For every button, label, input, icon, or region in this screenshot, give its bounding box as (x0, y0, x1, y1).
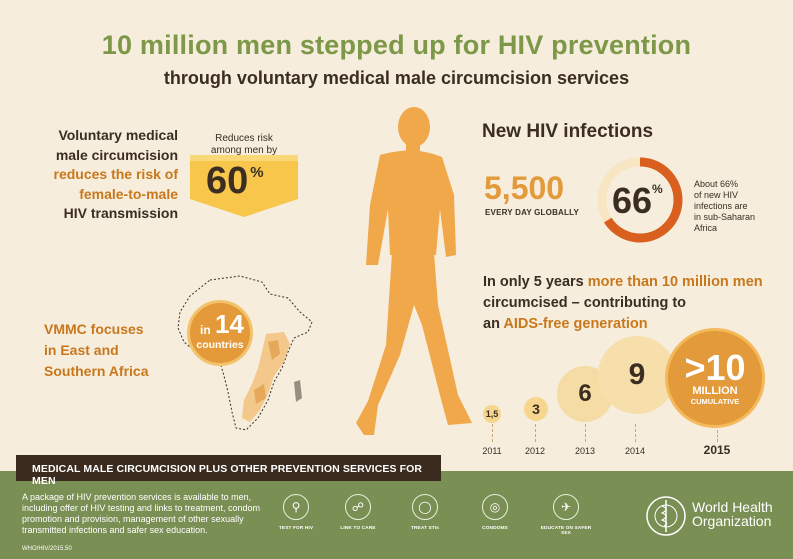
risk-value-number: 60 (206, 160, 249, 202)
countries-count: 14 (215, 309, 244, 339)
service-condoms: ◎ CONDOMS (465, 494, 525, 531)
timeline-connector (635, 424, 636, 442)
service-link-to-care: ☍ LINK TO CARE (328, 494, 388, 531)
service-educate-safer-sex: ✈ EDUCATE ON SAFER SEX (536, 494, 596, 536)
link-icon: ☍ (345, 494, 371, 520)
risk-value: 60% (206, 160, 264, 203)
bubble-value: 3 (532, 401, 540, 417)
year-bubble: 3 (524, 397, 548, 421)
growth-text-highlight: AIDS-free generation (503, 316, 648, 332)
cumulative-label: CUMULATIVE (690, 396, 740, 406)
page-subtitle: through voluntary medical male circumcis… (163, 68, 630, 88)
down-arrow-badge-icon (190, 155, 298, 217)
cumulative-value: >10 (684, 346, 746, 388)
year-label: 2012 (524, 446, 546, 456)
service-label: TREAT STIs (410, 526, 440, 531)
service-label: CONDOMS (482, 526, 508, 531)
growth-line: circumcised – contributing to (483, 295, 687, 311)
ring-description-line: Africa (694, 223, 718, 233)
ring-value: 66% (612, 180, 663, 222)
test-tube-icon: ⚲ (283, 494, 309, 520)
percentage-ring-icon (597, 157, 683, 243)
footer-heading: MEDICAL MALE CIRCUMCISION PLUS OTHER PRE… (16, 455, 441, 487)
focus-line: VMMC focuses (44, 321, 144, 337)
risk-statement: Voluntary medical male circumcision redu… (30, 126, 179, 224)
year-label: 2015 (703, 443, 731, 457)
risk-statement-highlight: reduces the risk of (53, 166, 179, 182)
timeline-connector (535, 424, 536, 442)
condom-icon: ◎ (482, 494, 508, 520)
speech-bubble-icon: ✈ (553, 494, 579, 520)
pill-icon: ◯ (412, 494, 438, 520)
timeline-connector (492, 424, 493, 442)
timeline-connector (717, 430, 718, 442)
daily-infections-label: EVERY DAY GLOBALLY (485, 208, 579, 217)
growth-text-highlight: more than 10 million men (587, 274, 763, 290)
focus-line: in East and (44, 342, 119, 358)
daily-infections-value: 5,500 (484, 170, 565, 206)
risk-statement-highlight: female-to-male (79, 185, 178, 202)
ring-description-line: infections are (694, 201, 748, 211)
growth-text-plain: In only 5 years (483, 274, 588, 290)
focus-line: Southern Africa (44, 363, 149, 379)
cumulative-bubble: >10 MILLION CUMULATIVE (665, 328, 765, 428)
risk-label-line: Reduces risk (215, 133, 273, 144)
bubble-value: 1,5 (485, 409, 499, 419)
who-name-line: Organization (692, 513, 772, 529)
who-name-line: World Health (692, 499, 773, 515)
new-infections-heading: New HIV infections (482, 121, 654, 142)
focus-statement: VMMC focuses in East and Southern Africa (44, 319, 174, 382)
countries-in-label: in (200, 323, 211, 337)
document-code: WHO/HIV/2015.50 (22, 546, 72, 552)
countries-label: countries (196, 339, 244, 351)
cumulative-million-label: MILLION (692, 384, 738, 397)
ring-value-unit: % (652, 182, 663, 196)
ring-description: About 66% of new HIV infections are in s… (694, 179, 778, 234)
year-label: 2011 (482, 446, 502, 456)
timeline-connector (585, 424, 586, 442)
risk-statement-line: Voluntary medical (58, 127, 178, 143)
risk-label: Reduces risk among men by (194, 133, 294, 157)
growth-line: In only 5 years more than 10 million men (483, 272, 783, 293)
ring-description-line: About 66% (694, 179, 739, 189)
countries-badge: in 14 countries (187, 300, 253, 366)
africa-map-icon (177, 275, 313, 431)
footer-band (0, 471, 793, 559)
ring-description-line: of new HIV (694, 190, 739, 200)
year-bubble: 1,5 (483, 405, 501, 423)
service-test-for-hiv: ⚲ TEST FOR HIV (266, 494, 326, 531)
walking-man-icon (356, 107, 472, 435)
ring-description-line: in sub-Saharan (694, 212, 756, 222)
ring-value-number: 66 (612, 180, 653, 221)
risk-statement-line: HIV transmission (63, 205, 178, 221)
risk-value-unit: % (250, 164, 264, 181)
year-label: 2013 (574, 446, 596, 456)
risk-statement-line: male circumcision (55, 146, 178, 163)
footer-description: A package of HIV prevention services is … (22, 492, 260, 535)
growth-text-plain: an (483, 316, 504, 332)
service-treat-stis: ◯ TREAT STIs (395, 494, 455, 531)
service-label: TEST FOR HIV (278, 526, 314, 531)
growth-statement: In only 5 years more than 10 million men… (483, 272, 783, 335)
bubble-value: 9 (628, 358, 646, 391)
year-label: 2014 (624, 446, 646, 456)
service-label: EDUCATE ON SAFER SEX (540, 526, 592, 536)
page-title: 10 million men stepped up for HIV preven… (101, 30, 692, 60)
service-label: LINK TO CARE (340, 526, 376, 531)
who-emblem-icon (646, 496, 686, 536)
risk-label-line: among men by (210, 145, 278, 156)
who-logo-text: World Health Organization (692, 500, 773, 528)
bubble-value: 6 (578, 380, 592, 407)
growth-line: an AIDS-free generation (483, 314, 783, 335)
year-bubble: 9 (598, 336, 676, 414)
